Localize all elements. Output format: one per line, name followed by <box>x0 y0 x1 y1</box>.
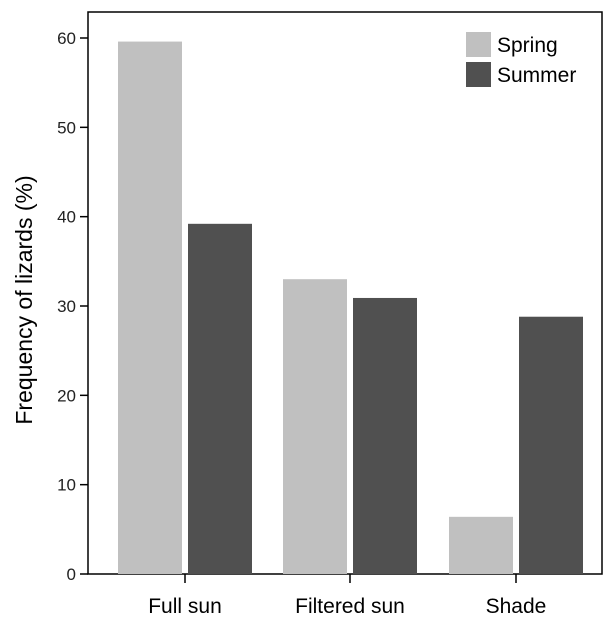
y-tick-label-60: 60 <box>57 29 76 48</box>
bars <box>118 41 583 574</box>
x-tick-label-shade: Shade <box>486 595 547 618</box>
legend-label-summer: Summer <box>497 64 576 87</box>
y-tick-label-30: 30 <box>57 297 76 316</box>
x-axis: Full sun Filtered sun Shade <box>148 574 546 618</box>
bar-spring-shade <box>449 516 513 574</box>
bar-summer-shade <box>519 316 583 574</box>
y-axis: 0 10 20 30 40 50 60 <box>57 29 88 584</box>
legend-swatch-spring <box>466 32 491 57</box>
y-axis-title: Frequency of lizards (%) <box>11 175 37 424</box>
y-tick-label-10: 10 <box>57 476 76 495</box>
x-tick-label-full-sun: Full sun <box>148 595 222 618</box>
x-tick-label-filtered-sun: Filtered sun <box>295 595 405 618</box>
bar-spring-filtered-sun <box>283 279 347 574</box>
bar-summer-full-sun <box>188 223 252 574</box>
legend-swatch-summer <box>466 62 491 87</box>
y-tick-label-20: 20 <box>57 386 76 405</box>
y-tick-label-50: 50 <box>57 118 76 137</box>
bar-spring-full-sun <box>118 41 182 574</box>
legend-label-spring: Spring <box>497 34 558 57</box>
y-tick-label-40: 40 <box>57 208 76 227</box>
bar-summer-filtered-sun <box>353 297 417 574</box>
legend: Spring Summer <box>466 32 576 87</box>
y-tick-label-0: 0 <box>67 565 76 584</box>
